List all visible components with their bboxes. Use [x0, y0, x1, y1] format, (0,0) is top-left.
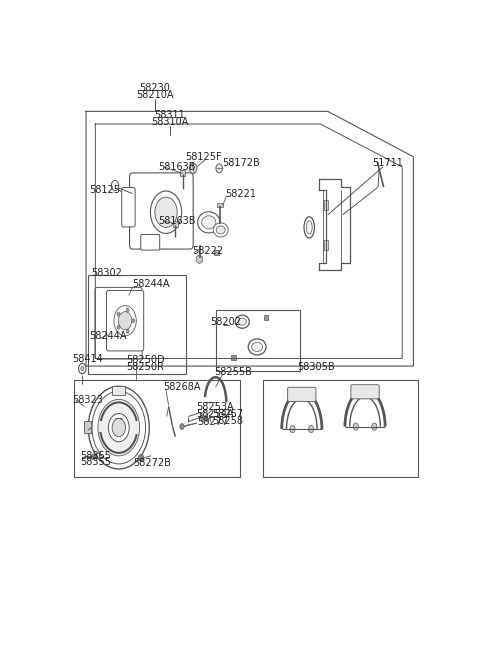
- Ellipse shape: [248, 339, 266, 355]
- Circle shape: [372, 423, 377, 430]
- Circle shape: [353, 423, 359, 430]
- Text: 58125: 58125: [89, 185, 120, 195]
- Circle shape: [139, 455, 144, 461]
- Text: 58221: 58221: [226, 189, 256, 198]
- Text: 58210A: 58210A: [136, 90, 174, 100]
- Circle shape: [180, 424, 184, 430]
- Ellipse shape: [252, 343, 263, 352]
- FancyBboxPatch shape: [130, 173, 193, 249]
- Circle shape: [112, 419, 125, 437]
- Ellipse shape: [213, 223, 228, 237]
- Circle shape: [98, 400, 140, 456]
- Circle shape: [117, 325, 120, 329]
- Text: 58125F: 58125F: [185, 152, 222, 162]
- FancyBboxPatch shape: [84, 422, 92, 434]
- Circle shape: [117, 312, 120, 316]
- Ellipse shape: [235, 315, 249, 328]
- Text: 58414: 58414: [72, 354, 103, 364]
- Bar: [324, 200, 328, 210]
- FancyBboxPatch shape: [288, 387, 316, 402]
- Circle shape: [290, 426, 295, 433]
- Circle shape: [150, 191, 181, 233]
- Text: 58268A: 58268A: [163, 383, 201, 392]
- Text: 51711: 51711: [372, 159, 403, 168]
- Bar: [263, 380, 418, 477]
- Text: 58250D: 58250D: [126, 354, 165, 365]
- Text: 58202: 58202: [211, 317, 241, 327]
- Bar: [173, 221, 178, 227]
- Bar: [324, 240, 328, 250]
- Circle shape: [216, 164, 223, 173]
- Bar: [74, 380, 240, 477]
- Circle shape: [119, 312, 132, 329]
- Text: 58222: 58222: [192, 246, 223, 256]
- Circle shape: [126, 308, 129, 312]
- Ellipse shape: [216, 226, 225, 234]
- Text: 58255B: 58255B: [215, 367, 252, 377]
- Text: 58272B: 58272B: [133, 458, 171, 468]
- Bar: [112, 386, 125, 396]
- Ellipse shape: [306, 221, 312, 234]
- Circle shape: [114, 305, 136, 336]
- Circle shape: [91, 454, 96, 460]
- Text: 58311: 58311: [155, 110, 185, 120]
- Circle shape: [108, 413, 129, 441]
- Circle shape: [81, 367, 84, 371]
- Text: 58310A: 58310A: [151, 117, 189, 128]
- Text: 58250R: 58250R: [126, 362, 164, 371]
- FancyBboxPatch shape: [351, 384, 379, 399]
- Text: 58355: 58355: [81, 457, 111, 468]
- Text: 58302: 58302: [92, 268, 122, 278]
- Text: 58257: 58257: [212, 409, 243, 419]
- Text: 58230: 58230: [139, 83, 170, 92]
- Bar: [216, 310, 300, 371]
- Text: 58323: 58323: [72, 396, 103, 405]
- Ellipse shape: [202, 215, 216, 229]
- Text: 58277: 58277: [197, 417, 228, 426]
- Circle shape: [88, 386, 149, 469]
- Bar: [231, 355, 236, 360]
- Text: 58365: 58365: [81, 451, 111, 461]
- Circle shape: [309, 426, 314, 433]
- Circle shape: [126, 329, 129, 333]
- Bar: [217, 203, 223, 207]
- Bar: [88, 275, 186, 373]
- Bar: [180, 170, 185, 176]
- Bar: [215, 250, 219, 255]
- Text: 58244A: 58244A: [89, 331, 127, 341]
- Text: 58244A: 58244A: [132, 280, 170, 290]
- FancyBboxPatch shape: [141, 234, 160, 250]
- Circle shape: [111, 181, 119, 191]
- FancyBboxPatch shape: [95, 288, 142, 359]
- Circle shape: [79, 364, 86, 373]
- FancyBboxPatch shape: [107, 290, 144, 351]
- Text: 58163B: 58163B: [158, 216, 196, 226]
- Text: 58254A: 58254A: [196, 409, 233, 419]
- Text: 58163B: 58163B: [158, 162, 196, 172]
- Ellipse shape: [304, 217, 314, 238]
- Circle shape: [132, 319, 135, 323]
- Circle shape: [190, 163, 197, 174]
- Text: 58258: 58258: [212, 415, 243, 426]
- Ellipse shape: [198, 212, 220, 233]
- Text: 58172B: 58172B: [222, 159, 260, 168]
- Text: 58253A: 58253A: [196, 402, 233, 413]
- Text: 58305B: 58305B: [297, 362, 335, 372]
- Circle shape: [92, 391, 145, 464]
- Ellipse shape: [238, 318, 246, 326]
- FancyBboxPatch shape: [122, 187, 135, 227]
- Bar: [264, 314, 268, 320]
- Circle shape: [155, 197, 177, 227]
